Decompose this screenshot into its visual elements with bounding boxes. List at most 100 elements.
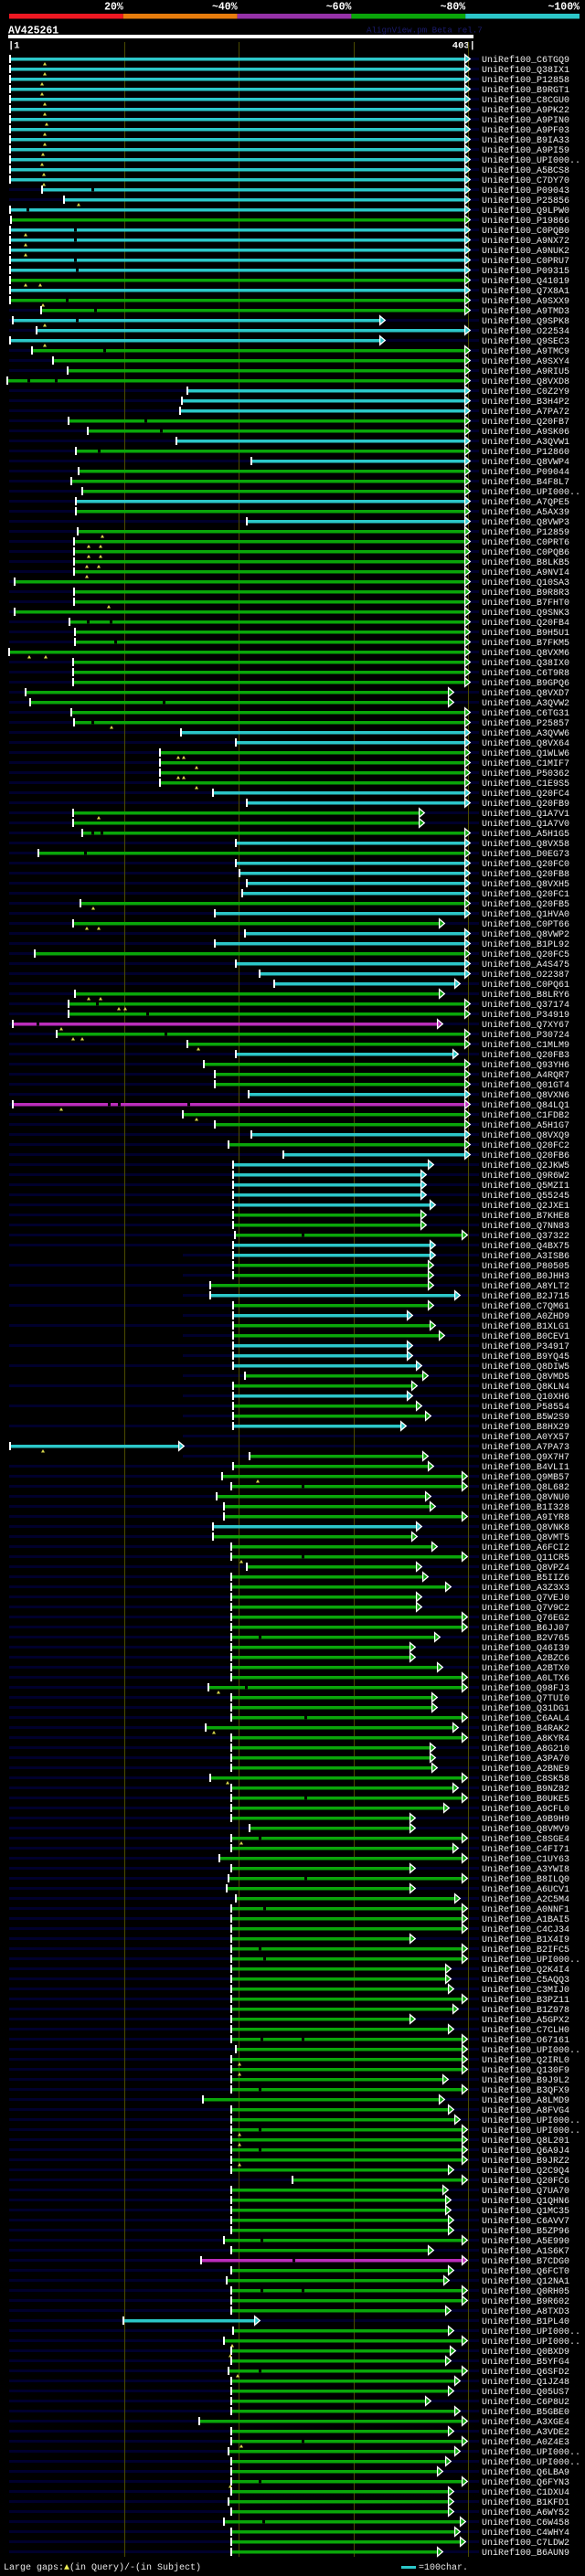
svg-text:UniRef100_P34917: UniRef100_P34917 (482, 1341, 569, 1352)
svg-text:UniRef100_Q8VX64: UniRef100_Q8VX64 (482, 738, 569, 749)
svg-text:UniRef100_A6UCV1: UniRef100_A6UCV1 (482, 1884, 569, 1895)
svg-text:UniRef100_A9B9H9: UniRef100_A9B9H9 (482, 1814, 569, 1825)
svg-text:UniRef100_B8HX29: UniRef100_B8HX29 (482, 1422, 569, 1433)
svg-text:~40%: ~40% (212, 2, 238, 14)
svg-text:UniRef100_B9R602: UniRef100_B9R602 (482, 2296, 569, 2307)
svg-text:UniRef100_C6W458: UniRef100_C6W458 (482, 2518, 569, 2528)
svg-text:UniRef100_Q130F9: UniRef100_Q130F9 (482, 2065, 569, 2076)
svg-text:UniRef100_B5IIZ6: UniRef100_B5IIZ6 (482, 1573, 569, 1584)
svg-text:UniRef100_Q7VEJ0: UniRef100_Q7VEJ0 (482, 1593, 569, 1604)
svg-text:UniRef100_B4RAK2: UniRef100_B4RAK2 (482, 1723, 569, 1734)
svg-text:UniRef100_P50362: UniRef100_P50362 (482, 769, 569, 779)
svg-text:~80%: ~80% (441, 2, 466, 14)
svg-text:UniRef100_Q8VXM6: UniRef100_Q8VXM6 (482, 648, 569, 659)
svg-text:UniRef100_Q8KLN4: UniRef100_Q8KLN4 (482, 1382, 569, 1393)
svg-text:UniRef100_Q38IX1: UniRef100_Q38IX1 (482, 65, 569, 76)
svg-text:UniRef100_B6AUN9: UniRef100_B6AUN9 (482, 2548, 569, 2559)
svg-text:UniRef100_C6TGQ9: UniRef100_C6TGQ9 (482, 55, 569, 66)
svg-text:UniRef100_Q1A7V0: UniRef100_Q1A7V0 (482, 819, 569, 830)
svg-text:UniRef100_Q2JKW5: UniRef100_Q2JKW5 (482, 1161, 569, 1171)
svg-text:UniRef100_B5GBE0: UniRef100_B5GBE0 (482, 2407, 569, 2418)
svg-text:UniRef100_A9PK22: UniRef100_A9PK22 (482, 105, 569, 116)
svg-text:UniRef100_A0NNF1: UniRef100_A0NNF1 (482, 1904, 569, 1915)
svg-text:UniRef100_C0Z2Y9: UniRef100_C0Z2Y9 (482, 387, 569, 398)
svg-text:UniRef100_UPI000..: UniRef100_UPI000.. (482, 487, 580, 498)
svg-text:UniRef100_B6JJ07: UniRef100_B6JJ07 (482, 1623, 569, 1634)
svg-text:UniRef100_Q8VMD5: UniRef100_Q8VMD5 (482, 1372, 569, 1383)
svg-text:UniRef100_B9H5U1: UniRef100_B9H5U1 (482, 628, 569, 639)
svg-text:UniRef100_Q8VMT5: UniRef100_Q8VMT5 (482, 1532, 569, 1543)
svg-text:UniRef100_C4WHY4: UniRef100_C4WHY4 (482, 2528, 569, 2539)
svg-text:UniRef100_Q20FB3: UniRef100_Q20FB3 (482, 1050, 569, 1061)
svg-text:UniRef100_P12858: UniRef100_P12858 (482, 75, 569, 86)
svg-text:UniRef100_A3VDE2: UniRef100_A3VDE2 (482, 2427, 569, 2438)
svg-text:UniRef100_C7LDW2: UniRef100_C7LDW2 (482, 2538, 569, 2549)
svg-text:AlignView.pm Beta rel.7: AlignView.pm Beta rel.7 (367, 26, 483, 36)
svg-text:UniRef100_Q2JXE1: UniRef100_Q2JXE1 (482, 1201, 569, 1212)
svg-text:UniRef100_Q8L201: UniRef100_Q8L201 (482, 2136, 569, 2147)
svg-text:UniRef100_Q6FCT0: UniRef100_Q6FCT0 (482, 2266, 569, 2277)
svg-text:UniRef100_P25856: UniRef100_P25856 (482, 196, 569, 207)
svg-text:UniRef100_B5W2S9: UniRef100_B5W2S9 (482, 1412, 569, 1423)
svg-text:UniRef100_P30724: UniRef100_P30724 (482, 1030, 569, 1041)
svg-text:UniRef100_A2BTX0: UniRef100_A2BTX0 (482, 1663, 569, 1674)
svg-text:UniRef100_B7FHT0: UniRef100_B7FHT0 (482, 598, 569, 609)
svg-text:UniRef100_UPI000..: UniRef100_UPI000.. (482, 1955, 580, 1966)
svg-text:UniRef100_Q20FC1: UniRef100_Q20FC1 (482, 889, 569, 900)
svg-text:UniRef100_B1I328: UniRef100_B1I328 (482, 1502, 569, 1513)
svg-text:UniRef100_C8SGE4: UniRef100_C8SGE4 (482, 1834, 569, 1845)
svg-text:UniRef100_Q7V9C2: UniRef100_Q7V9C2 (482, 1603, 569, 1614)
svg-text:UniRef100_C7QM61: UniRef100_C7QM61 (482, 1301, 569, 1312)
svg-text:UniRef100_A9TMD3: UniRef100_A9TMD3 (482, 306, 569, 317)
svg-text:UniRef100_Q38IX0: UniRef100_Q38IX0 (482, 658, 569, 669)
svg-text:UniRef100_Q8VMV9: UniRef100_Q8VMV9 (482, 1824, 569, 1835)
svg-text:UniRef100_A2BNE9: UniRef100_A2BNE9 (482, 1764, 569, 1775)
svg-text:UniRef100_C0PQ61: UniRef100_C0PQ61 (482, 980, 569, 991)
svg-text:UniRef100_Q8VPZ4: UniRef100_Q8VPZ4 (482, 1563, 569, 1574)
svg-text:UniRef100_B2J715: UniRef100_B2J715 (482, 1291, 569, 1302)
svg-text:UniRef100_A9CFL0: UniRef100_A9CFL0 (482, 1804, 569, 1815)
svg-text:UniRef100_Q1QHN6: UniRef100_Q1QHN6 (482, 2196, 569, 2207)
svg-text:UniRef100_A3Z3X3: UniRef100_A3Z3X3 (482, 1583, 569, 1594)
svg-text:UniRef100_B5ZP96: UniRef100_B5ZP96 (482, 2226, 569, 2237)
svg-text:UniRef100_B7CDG0: UniRef100_B7CDG0 (482, 2256, 569, 2267)
svg-text:UniRef100_Q8VWP4: UniRef100_Q8VWP4 (482, 457, 569, 468)
svg-text:UniRef100_Q9X7H7: UniRef100_Q9X7H7 (482, 1452, 569, 1463)
svg-text:UniRef100_Q1MC35: UniRef100_Q1MC35 (482, 2206, 569, 2217)
svg-text:UniRef100_A4RQR7: UniRef100_A4RQR7 (482, 1070, 569, 1081)
svg-text:UniRef100_B4VLI1: UniRef100_B4VLI1 (482, 1462, 569, 1473)
svg-text:UniRef100_B1Z978: UniRef100_B1Z978 (482, 2005, 569, 2016)
svg-text:UniRef100_C0PQB0: UniRef100_C0PQB0 (482, 226, 569, 237)
svg-text:UniRef100_B9JRZ2: UniRef100_B9JRZ2 (482, 2156, 569, 2167)
svg-text:UniRef100_B9IA33: UniRef100_B9IA33 (482, 135, 569, 146)
svg-text:UniRef100_A3XGE4: UniRef100_A3XGE4 (482, 2417, 569, 2428)
svg-text:UniRef100_Q55245: UniRef100_Q55245 (482, 1191, 569, 1202)
svg-text:UniRef100_Q12NA1: UniRef100_Q12NA1 (482, 2276, 569, 2287)
svg-text:UniRef100_A5AX39: UniRef100_A5AX39 (482, 507, 569, 518)
svg-text:UniRef100_Q20FC4: UniRef100_Q20FC4 (482, 789, 569, 800)
svg-text:UniRef100_B3H4P2: UniRef100_B3H4P2 (482, 397, 569, 408)
svg-text:UniRef100_A9NVI4: UniRef100_A9NVI4 (482, 567, 569, 578)
svg-text:UniRef100_P09043: UniRef100_P09043 (482, 186, 569, 196)
svg-text:UniRef100_B2IFC5: UniRef100_B2IFC5 (482, 1945, 569, 1956)
svg-text:UniRef100_A3ISB6: UniRef100_A3ISB6 (482, 1251, 569, 1262)
svg-text:UniRef100_A3QVW2: UniRef100_A3QVW2 (482, 698, 569, 709)
svg-text:UniRef100_B3PZ11: UniRef100_B3PZ11 (482, 1995, 569, 2006)
svg-text:UniRef100_A7PA73: UniRef100_A7PA73 (482, 1442, 569, 1453)
svg-text:UniRef100_C4CJ34: UniRef100_C4CJ34 (482, 1924, 569, 1935)
svg-text:UniRef100_Q93YH6: UniRef100_Q93YH6 (482, 1060, 569, 1071)
svg-text:UniRef100_Q2K4I4: UniRef100_Q2K4I4 (482, 1965, 569, 1976)
svg-text:UniRef100_B7KHE8: UniRef100_B7KHE8 (482, 1211, 569, 1222)
svg-text:UniRef100_A5H1G7: UniRef100_A5H1G7 (482, 1120, 569, 1131)
svg-text:UniRef100_C0PRU7: UniRef100_C0PRU7 (482, 256, 569, 267)
svg-text:UniRef100_Q7TUI0: UniRef100_Q7TUI0 (482, 1693, 569, 1704)
svg-text:UniRef100_C6TG31: UniRef100_C6TG31 (482, 708, 569, 719)
svg-text:UniRef100_C8SK58: UniRef100_C8SK58 (482, 1774, 569, 1785)
svg-text:UniRef100_C5AQQ3: UniRef100_C5AQQ3 (482, 1975, 569, 1986)
svg-text:UniRef100_A9PF03: UniRef100_A9PF03 (482, 125, 569, 136)
svg-text:UniRef100_B8ILQ0: UniRef100_B8ILQ0 (482, 1874, 569, 1885)
svg-text:UniRef100_A5E990: UniRef100_A5E990 (482, 2236, 569, 2247)
svg-text:UniRef100_A8YLT2: UniRef100_A8YLT2 (482, 1281, 569, 1292)
svg-text:UniRef100_Q8DIW5: UniRef100_Q8DIW5 (482, 1362, 569, 1373)
svg-text:UniRef100_Q20FB6: UniRef100_Q20FB6 (482, 1150, 569, 1161)
